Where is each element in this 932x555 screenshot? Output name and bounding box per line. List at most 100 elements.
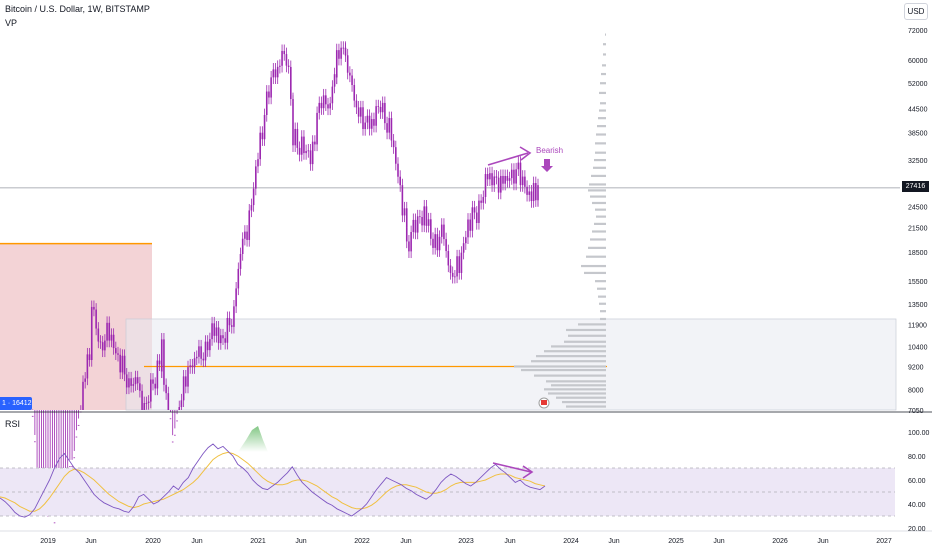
- candle-body: [410, 232, 412, 252]
- candle-body: [270, 77, 272, 98]
- candle-body: [314, 141, 316, 145]
- rsi-divergence-line: [492, 462, 532, 473]
- candle-body: [248, 210, 251, 240]
- candle-body: [500, 175, 502, 193]
- volume-profile-bar: [534, 374, 606, 377]
- time-axis-label: Jun: [817, 538, 828, 545]
- volume-profile-bar: [588, 189, 606, 192]
- candle-body: [467, 219, 469, 238]
- candle-body: [484, 174, 487, 197]
- price-axis-label: 60000: [908, 58, 928, 65]
- candle-body: [318, 102, 321, 113]
- time-axis-label: Jun: [295, 538, 306, 545]
- candle-body: [290, 66, 292, 100]
- candle-body: [121, 355, 124, 373]
- rsi-axis-label: 100.00: [908, 430, 930, 437]
- volume-profile-bar: [605, 33, 606, 36]
- candle-body: [239, 253, 242, 269]
- candle-body: [156, 360, 159, 389]
- candle-body: [276, 66, 279, 78]
- volume-profile-bar: [600, 82, 606, 85]
- time-axis-label: 2024: [563, 538, 579, 545]
- volume-profile-bar: [566, 328, 606, 332]
- price-axis-label: 32500: [908, 158, 928, 165]
- candle-body: [119, 354, 121, 373]
- time-axis-label: 2021: [250, 538, 266, 545]
- candle-body: [340, 47, 342, 59]
- price-axis-label: 13500: [908, 302, 928, 309]
- rsi-axis-label: 60.00: [908, 478, 926, 485]
- rsi-axis-label: 40.00: [908, 502, 926, 509]
- volume-profile-bar: [599, 302, 606, 305]
- candle-body: [104, 340, 106, 351]
- candle-body: [360, 107, 362, 117]
- candle-body: [191, 365, 194, 368]
- candle-body: [386, 123, 388, 133]
- candle-body: [250, 205, 253, 211]
- candle-body: [493, 176, 496, 186]
- rsi-label[interactable]: RSI: [5, 419, 21, 429]
- chart-title: Bitcoin / U.S. Dollar, 1W, BITSTAMP: [5, 4, 150, 14]
- candle-body: [294, 128, 296, 146]
- candle-body: [235, 288, 237, 307]
- volume-profile-bar: [598, 117, 606, 120]
- candle-body: [209, 339, 211, 351]
- candle-body: [88, 354, 91, 361]
- rsi-divergence-head: [522, 465, 534, 479]
- candle-body: [233, 306, 235, 327]
- rsi-line: [0, 443, 546, 518]
- candle-body: [265, 91, 268, 115]
- candle-body: [154, 383, 156, 389]
- candle-body: [405, 227, 408, 242]
- candle-body: [163, 339, 165, 385]
- candle-body: [357, 107, 360, 117]
- candle-body: [182, 376, 185, 401]
- volume-profile-bar: [602, 64, 606, 67]
- candle-body: [69, 466, 71, 468]
- volume-profile-bar: [591, 174, 606, 178]
- candle-body: [213, 323, 216, 336]
- price-axis-label: 9200: [908, 364, 924, 371]
- volume-profile-bar: [562, 400, 606, 404]
- volume-profile-bar: [597, 125, 606, 128]
- currency-button[interactable]: USD: [904, 3, 928, 20]
- candle-body: [147, 401, 150, 404]
- candle-body: [77, 424, 80, 426]
- candle-body: [263, 114, 266, 140]
- candle-body: [303, 136, 305, 154]
- candle-body: [353, 85, 356, 101]
- candle-body: [125, 374, 128, 388]
- candle-body: [281, 50, 283, 66]
- volume-profile-bar: [600, 317, 606, 321]
- price-badge[interactable]: 1 · 16412: [0, 397, 32, 410]
- indicator-label[interactable]: VP: [5, 18, 18, 28]
- candle-body: [90, 342, 93, 361]
- candle-body: [513, 169, 515, 184]
- candle-body: [115, 348, 117, 354]
- candle-body: [434, 234, 436, 248]
- candle-body: [215, 327, 218, 336]
- candle-body: [392, 140, 395, 148]
- candle-body: [300, 136, 303, 155]
- candle-body: [279, 65, 281, 67]
- volume-profile-bar: [601, 72, 606, 76]
- candle-body: [370, 119, 373, 129]
- candle-body: [73, 457, 76, 459]
- candle-body: [325, 95, 327, 105]
- candle-body: [419, 216, 421, 218]
- candle-body: [274, 69, 277, 78]
- candle-body: [204, 341, 207, 361]
- candle-body: [408, 241, 410, 252]
- candle-body: [316, 112, 318, 145]
- candle-body: [532, 183, 535, 202]
- candle-body: [152, 379, 154, 384]
- volume-profile-bar: [595, 142, 606, 145]
- time-axis-label: Jun: [713, 538, 724, 545]
- candle-body: [259, 132, 261, 160]
- candle-body: [497, 177, 500, 193]
- candle-body: [454, 276, 456, 278]
- candle-body: [241, 238, 244, 254]
- candle-body: [515, 169, 517, 184]
- candle-body: [34, 441, 36, 443]
